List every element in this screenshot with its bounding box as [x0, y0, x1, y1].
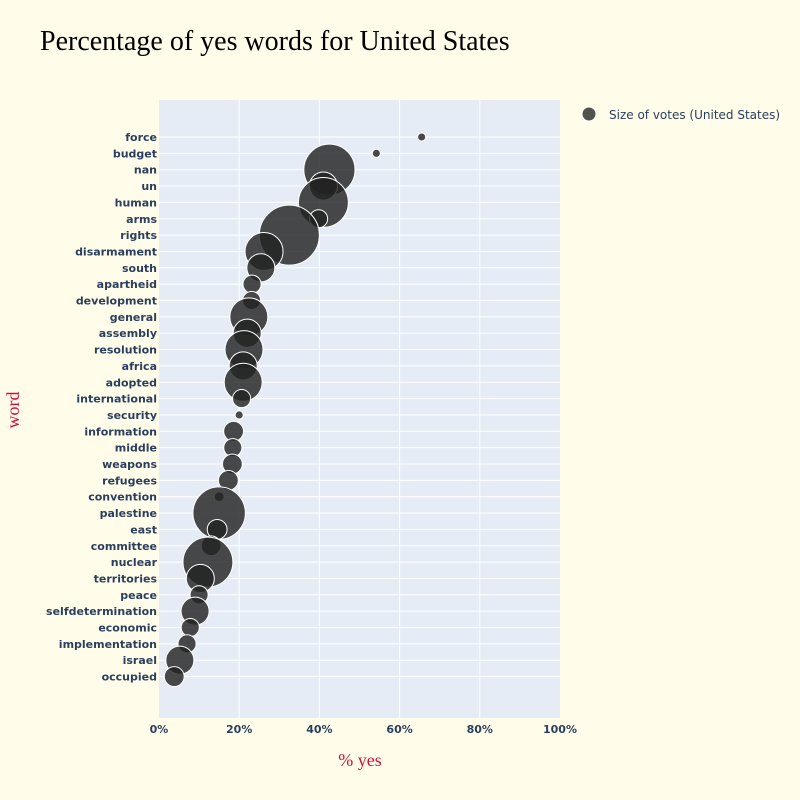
- y-tick-label: east: [130, 523, 157, 536]
- legend-marker: [581, 106, 597, 122]
- y-tick-label: israel: [123, 654, 157, 667]
- y-tick-label: force: [125, 131, 157, 144]
- y-tick-label: refugees: [102, 474, 157, 487]
- y-tick-label: adopted: [106, 376, 157, 389]
- bubble-security[interactable]: [234, 410, 244, 420]
- y-tick-label: south: [122, 262, 157, 275]
- x-tick-label: 40%: [306, 723, 332, 736]
- y-tick-label: nan: [134, 164, 157, 177]
- y-tick-label: international: [76, 393, 157, 406]
- y-tick-label: peace: [120, 589, 157, 602]
- y-tick-label: territories: [94, 572, 158, 585]
- y-tick-label: rights: [120, 229, 157, 242]
- bubble-force[interactable]: [417, 132, 427, 142]
- y-tick-label: human: [115, 196, 157, 209]
- y-tick-label: arms: [126, 213, 157, 226]
- y-tick-label: un: [141, 180, 157, 193]
- y-tick-label: palestine: [100, 507, 157, 520]
- y-tick-label: occupied: [102, 671, 157, 684]
- y-tick-label: general: [110, 311, 157, 324]
- y-tick-label: economic: [98, 622, 157, 635]
- y-tick-label: information: [84, 425, 157, 438]
- y-tick-label: middle: [115, 442, 157, 455]
- y-tick-label: africa: [122, 360, 157, 373]
- plot-area: [159, 100, 560, 718]
- bubble-international[interactable]: [232, 389, 252, 409]
- gridlines: [159, 100, 560, 718]
- x-axis-title: % yes: [338, 750, 382, 770]
- bubble-budget[interactable]: [371, 148, 381, 158]
- legend[interactable]: Size of votes (United States): [581, 106, 780, 122]
- y-tick-labels: force budget nan un human arms rights disarmame…: [46, 131, 158, 684]
- y-tick-label: convention: [88, 491, 157, 504]
- y-tick-label: budget: [113, 147, 157, 160]
- bubble-economic[interactable]: [180, 617, 200, 638]
- legend-label: Size of votes (United States): [609, 108, 780, 122]
- y-tick-label: committee: [91, 540, 157, 553]
- bubble-occupied[interactable]: [163, 666, 185, 687]
- y-tick-label: disarmament: [75, 245, 157, 258]
- x-tick-label: 20%: [226, 723, 252, 736]
- y-axis-title: word: [3, 392, 23, 429]
- bubble-apartheid[interactable]: [242, 274, 262, 294]
- x-tick-label: 100%: [543, 723, 577, 736]
- x-tick-label: 60%: [386, 723, 412, 736]
- chart-title: Percentage of yes words for United State…: [40, 26, 510, 57]
- y-tick-label: development: [76, 295, 157, 308]
- y-tick-label: weapons: [102, 458, 157, 471]
- y-tick-label: implementation: [59, 638, 157, 651]
- x-tick-label: 80%: [467, 723, 493, 736]
- y-tick-label: resolution: [94, 344, 157, 357]
- data-points: [163, 132, 427, 687]
- x-tick-labels: 0% 20% 40% 60% 80% 100%: [150, 723, 577, 736]
- y-tick-label: selfdetermination: [46, 605, 157, 618]
- x-tick-label: 0%: [150, 723, 169, 736]
- y-tick-label: security: [107, 409, 157, 422]
- y-tick-label: apartheid: [97, 278, 157, 291]
- y-tick-label: nuclear: [111, 556, 158, 569]
- y-tick-label: assembly: [99, 327, 157, 340]
